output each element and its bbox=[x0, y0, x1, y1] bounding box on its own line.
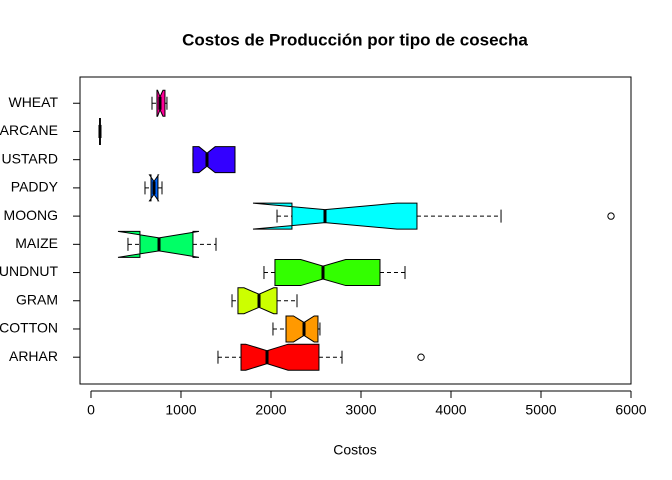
y-tick-label: COTTON bbox=[0, 320, 58, 336]
x-tick-label: 3000 bbox=[345, 402, 376, 418]
y-tick-label: WHEAT bbox=[8, 94, 58, 110]
y-tick-label: UNDNUT bbox=[0, 263, 58, 279]
y-tick-label: MOONG bbox=[4, 207, 58, 223]
outlier bbox=[417, 353, 425, 361]
box bbox=[274, 259, 381, 287]
box bbox=[285, 315, 319, 343]
y-tick-label: USTARD bbox=[1, 150, 58, 166]
chart-title: Costos de Producción por tipo de cosecha bbox=[182, 30, 528, 49]
x-tick-label: 5000 bbox=[525, 402, 556, 418]
box bbox=[237, 287, 278, 315]
plot-frame bbox=[79, 76, 632, 385]
x-tick-label: 4000 bbox=[435, 402, 466, 418]
x-axis-label: Costos bbox=[333, 442, 377, 458]
x-tick-label: 1000 bbox=[165, 402, 196, 418]
box bbox=[252, 202, 418, 230]
y-tick-label: GRAM bbox=[16, 291, 58, 307]
x-tick-label: 6000 bbox=[615, 402, 646, 418]
x-tick-label: 0 bbox=[87, 402, 95, 418]
outlier bbox=[607, 212, 615, 220]
y-tick-label: ARHAR bbox=[9, 348, 58, 364]
box bbox=[192, 146, 236, 174]
y-tick-label: PADDY bbox=[11, 179, 59, 195]
y-tick-label: MAIZE bbox=[15, 235, 58, 251]
y-tick-label: ARCANE bbox=[0, 122, 58, 138]
box bbox=[240, 343, 320, 371]
x-tick-label: 2000 bbox=[255, 402, 286, 418]
